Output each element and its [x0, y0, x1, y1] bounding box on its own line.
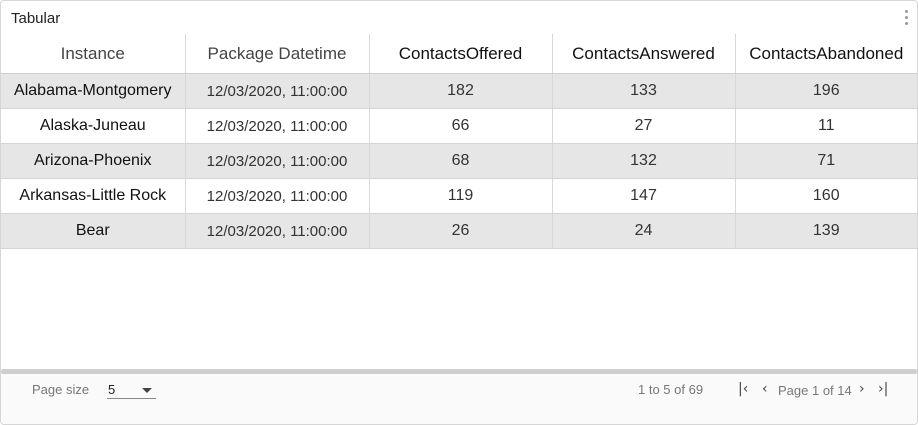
column-header-package-datetime[interactable]: Package Datetime [185, 34, 370, 74]
cell-contacts-offered: 68 [369, 143, 553, 179]
column-header-instance[interactable]: Instance [1, 34, 186, 74]
header-row: Instance Package Datetime ContactsOffere… [1, 34, 917, 74]
chevron-down-icon [142, 388, 152, 393]
cell-contacts-answered: 147 [552, 178, 736, 214]
page-size-select[interactable]: 5 [107, 380, 156, 399]
cell-contacts-answered: 132 [552, 143, 736, 179]
column-header-contacts-offered[interactable]: ContactsOffered [369, 34, 553, 74]
cell-package-datetime: 12/03/2020, 11:00:00 [185, 213, 370, 249]
table-row[interactable]: Arkansas-Little Rock 12/03/2020, 11:00:0… [1, 178, 917, 214]
cell-contacts-offered: 119 [369, 178, 553, 214]
cell-contacts-offered: 26 [369, 213, 553, 249]
cell-package-datetime: 12/03/2020, 11:00:00 [185, 178, 370, 214]
page-size-label: Page size [32, 382, 90, 397]
first-page-icon[interactable]: |‹ [738, 381, 749, 397]
cell-contacts-answered: 24 [552, 213, 736, 249]
cell-contacts-abandoned: 196 [735, 73, 917, 109]
cell-contacts-abandoned: 71 [735, 143, 917, 179]
data-table: Instance Package Datetime ContactsOffere… [1, 34, 917, 249]
cell-package-datetime: 12/03/2020, 11:00:00 [185, 73, 370, 109]
table-row[interactable]: Bear 12/03/2020, 11:00:00 26 24 139 [1, 213, 917, 249]
cell-instance: Alaska-Juneau [1, 108, 186, 144]
data-grid: Instance Package Datetime ContactsOffere… [1, 34, 917, 249]
cell-instance: Bear [1, 213, 186, 249]
more-options-icon[interactable] [905, 10, 909, 26]
horizontal-scrollbar[interactable] [1, 369, 917, 374]
cell-contacts-offered: 182 [369, 73, 553, 109]
next-page-icon[interactable]: › [859, 381, 865, 397]
cell-contacts-answered: 133 [552, 73, 736, 109]
cell-contacts-offered: 66 [369, 108, 553, 144]
column-header-contacts-abandoned[interactable]: ContactsAbandoned [735, 34, 917, 74]
table-row[interactable]: Alabama-Montgomery 12/03/2020, 11:00:00 … [1, 73, 917, 109]
cell-contacts-abandoned: 11 [735, 108, 917, 144]
cell-instance: Arkansas-Little Rock [1, 178, 186, 214]
table-row[interactable]: Arizona-Phoenix 12/03/2020, 11:00:00 68 … [1, 143, 917, 179]
last-page-icon[interactable]: ›| [878, 381, 889, 397]
page-size-value: 5 [108, 382, 116, 397]
cell-instance: Arizona-Phoenix [1, 143, 186, 179]
cell-contacts-abandoned: 160 [735, 178, 917, 214]
prev-page-icon[interactable]: ‹ [762, 381, 768, 397]
row-range-summary: 1 to 5 of 69 [638, 382, 704, 397]
cell-package-datetime: 12/03/2020, 11:00:00 [185, 143, 370, 179]
pagination-bar: Page size 5 1 to 5 of 69 |‹ ‹ Page 1 of … [1, 374, 917, 424]
cell-contacts-abandoned: 139 [735, 213, 917, 249]
cell-contacts-answered: 27 [552, 108, 736, 144]
table-row[interactable]: Alaska-Juneau 12/03/2020, 11:00:00 66 27… [1, 108, 917, 144]
cell-package-datetime: 12/03/2020, 11:00:00 [185, 108, 370, 144]
column-header-contacts-answered[interactable]: ContactsAnswered [552, 34, 736, 74]
cell-instance: Alabama-Montgomery [1, 73, 186, 109]
panel-title: Tabular [11, 10, 61, 27]
page-indicator: Page 1 of 14 [778, 383, 852, 398]
